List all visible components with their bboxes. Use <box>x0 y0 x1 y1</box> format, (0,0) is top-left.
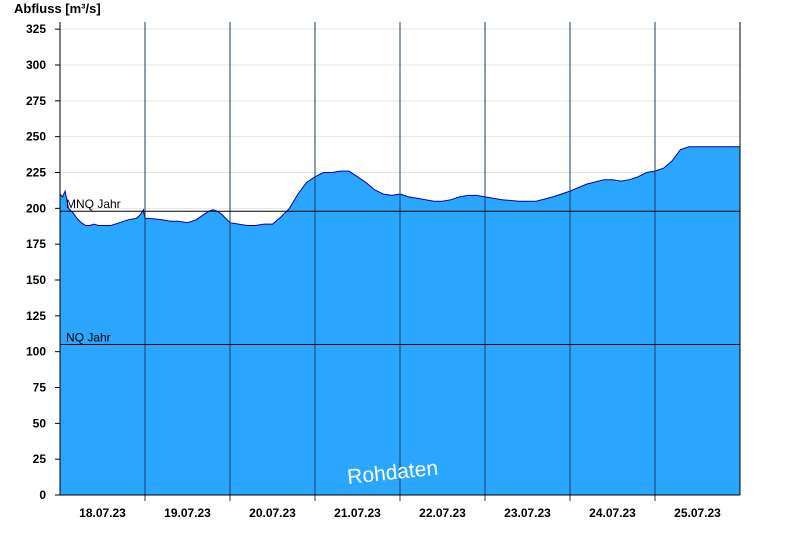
y-tick-label-1: 25 <box>33 452 47 466</box>
y-tick-label-7: 175 <box>26 237 46 251</box>
y-tick-label-8: 200 <box>26 201 46 215</box>
y-ticks: 0 25 50 75 100 125 150 175 200 225 250 275 300 325 <box>26 22 60 502</box>
discharge-line <box>59 146 740 226</box>
y-tick-label-0: 0 <box>39 488 46 502</box>
y-tick-label-5: 125 <box>26 309 46 323</box>
y-tick-label-13: 325 <box>26 22 46 36</box>
y-axis-label: Abfluss [m³/s] <box>14 1 101 16</box>
x-tick-label-0: 18.07.23 <box>79 506 126 520</box>
y-tick-label-2: 50 <box>33 416 47 430</box>
y-tick-label-4: 100 <box>26 345 46 359</box>
reference-label-1: NQ Jahr <box>66 331 111 345</box>
x-tick-label-3: 21.07.23 <box>334 506 381 520</box>
x-tick-label-6: 24.07.23 <box>589 506 636 520</box>
x-tick-label-5: 23.07.23 <box>504 506 551 520</box>
y-tick-label-12: 300 <box>26 58 46 72</box>
reference-lines: MNQ Jahr NQ Jahr <box>60 197 740 345</box>
y-tick-label-6: 150 <box>26 273 46 287</box>
x-tick-label-4: 22.07.23 <box>419 506 466 520</box>
y-tick-label-10: 250 <box>26 130 46 144</box>
x-ticks: 18.07.23 19.07.23 20.07.23 21.07.23 22.07.23… <box>79 506 721 520</box>
x-tick-label-1: 19.07.23 <box>164 506 211 520</box>
y-tick-label-9: 225 <box>26 166 46 180</box>
x-tick-label-7: 25.07.23 <box>674 506 721 520</box>
reference-label-0: MNQ Jahr <box>66 197 121 211</box>
x-tick-label-2: 20.07.23 <box>249 506 296 520</box>
y-tick-label-3: 75 <box>33 381 47 395</box>
y-tick-label-11: 275 <box>26 94 46 108</box>
day-separators <box>144 22 656 501</box>
